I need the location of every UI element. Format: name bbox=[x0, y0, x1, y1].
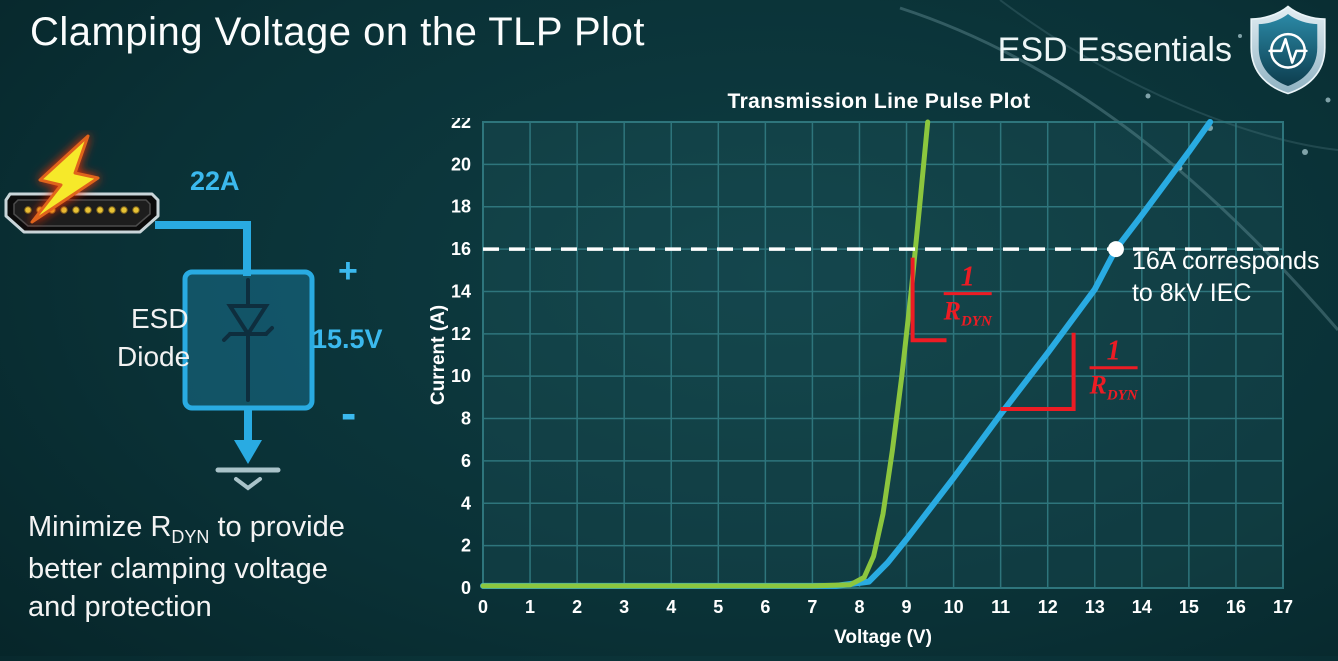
slope-guide-0 bbox=[910, 257, 947, 343]
x-tick-label: 17 bbox=[1273, 597, 1293, 617]
callout-line-2: to 8kV IEC bbox=[1132, 279, 1252, 307]
zener-diode-symbol bbox=[222, 278, 274, 402]
lightning-bolt-icon bbox=[30, 134, 100, 224]
x-tick-label: 14 bbox=[1132, 597, 1152, 617]
x-tick-label: 12 bbox=[1038, 597, 1058, 617]
esd-diode-label-line2: Diode bbox=[117, 341, 191, 372]
brand: ESD Essentials bbox=[998, 4, 1332, 96]
wire-to-diode bbox=[155, 221, 251, 276]
marker-16A-point bbox=[1107, 241, 1124, 258]
polarity-minus-label: - bbox=[341, 387, 357, 439]
surge-current-label: 22A bbox=[190, 166, 240, 196]
x-tick-label: 2 bbox=[572, 597, 582, 617]
page-title: Clamping Voltage on the TLP Plot bbox=[30, 10, 645, 54]
rdyn-fraction-denominator-0: RDYN bbox=[943, 297, 993, 330]
footer-text-post: to provide bbox=[209, 511, 345, 543]
x-tick-label: 0 bbox=[478, 597, 488, 617]
y-axis-label: Current (A) bbox=[428, 305, 449, 405]
x-tick-label: 4 bbox=[666, 597, 676, 617]
x-tick-label: 8 bbox=[854, 597, 864, 617]
x-tick-label: 7 bbox=[807, 597, 817, 617]
pulse-line bbox=[1268, 37, 1308, 64]
x-tick-label: 13 bbox=[1085, 597, 1105, 617]
y-tick-label: 10 bbox=[451, 366, 471, 386]
clamping-voltage-label: 15.5V bbox=[312, 324, 383, 354]
x-tick-label: 15 bbox=[1179, 597, 1199, 617]
x-axis-label: Voltage (V) bbox=[834, 627, 932, 648]
x-tick-label: 16 bbox=[1226, 597, 1246, 617]
y-tick-label: 8 bbox=[461, 409, 471, 429]
series-higher-rdyn-diode bbox=[480, 119, 1214, 589]
footer-line-1: Minimize RDYN to provide bbox=[28, 508, 345, 550]
x-tick-label: 9 bbox=[902, 597, 912, 617]
esd-circuit-diagram bbox=[4, 134, 315, 491]
y-tick-label: 22 bbox=[451, 118, 471, 132]
y-tick-label: 12 bbox=[451, 324, 471, 344]
x-tick-label: 1 bbox=[525, 597, 535, 617]
polarity-plus-label: + bbox=[338, 252, 358, 290]
y-tick-label: 16 bbox=[451, 239, 471, 259]
y-tick-label: 18 bbox=[451, 197, 471, 217]
footer-line-3: and protection bbox=[28, 591, 212, 624]
rdyn-fraction-numerator-0: 1 bbox=[961, 262, 975, 293]
ground-symbol bbox=[215, 440, 281, 491]
shield-pulse-icon bbox=[1250, 5, 1326, 95]
y-tick-label: 20 bbox=[451, 154, 471, 174]
hdmi-plug-icon bbox=[4, 192, 160, 234]
x-tick-label: 3 bbox=[619, 597, 629, 617]
footer-note: Minimize RDYN to provide better clamping… bbox=[28, 508, 345, 627]
y-tick-label: 0 bbox=[461, 578, 471, 598]
esd-diode-label-line1: ESD bbox=[131, 303, 189, 334]
x-tick-label: 10 bbox=[944, 597, 964, 617]
chart-title: Transmission Line Pulse Plot bbox=[727, 90, 1031, 113]
y-tick-label: 2 bbox=[461, 536, 471, 556]
footer-line-2: better clamping voltage bbox=[28, 552, 328, 585]
slope-guide-1 bbox=[1000, 332, 1076, 411]
brand-text: ESD Essentials bbox=[997, 30, 1232, 69]
y-tick-label: 4 bbox=[461, 493, 471, 513]
x-tick-label: 5 bbox=[713, 597, 723, 617]
y-tick-label: 6 bbox=[461, 451, 471, 471]
y-tick-label: 14 bbox=[451, 281, 471, 301]
plot-border bbox=[482, 121, 1284, 589]
x-tick-label: 11 bbox=[991, 597, 1010, 617]
tlp-chart: Transmission Line Pulse Plot 1 RDYN 1 RDYN 1… bbox=[420, 90, 1338, 661]
callout-line-1: 16A corresponds bbox=[1132, 247, 1320, 275]
footer-text-pre: Minimize R bbox=[28, 511, 172, 543]
x-tick-label: 6 bbox=[760, 597, 770, 617]
rdyn-fraction-numerator-1: 1 bbox=[1107, 336, 1121, 367]
footer-subscript: DYN bbox=[171, 526, 210, 547]
